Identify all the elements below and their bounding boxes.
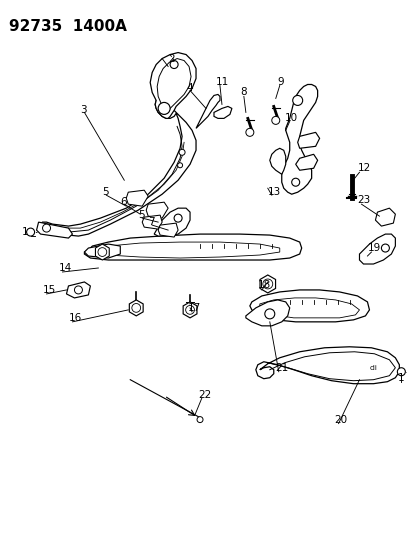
Circle shape	[98, 248, 107, 256]
Polygon shape	[245, 300, 289, 326]
Polygon shape	[154, 208, 190, 236]
Circle shape	[74, 286, 82, 294]
Text: 9: 9	[277, 77, 284, 87]
Circle shape	[174, 214, 182, 222]
Polygon shape	[36, 222, 72, 238]
Text: 20: 20	[334, 415, 347, 425]
Text: 1: 1	[396, 373, 403, 383]
Text: 16: 16	[68, 313, 81, 323]
Circle shape	[131, 303, 140, 312]
Polygon shape	[95, 244, 109, 260]
Text: 19: 19	[367, 243, 380, 253]
Text: 15: 15	[43, 285, 56, 295]
Text: 92735  1400A: 92735 1400A	[9, 19, 126, 34]
Text: 23: 23	[357, 195, 370, 205]
Polygon shape	[196, 94, 219, 128]
Circle shape	[264, 309, 274, 319]
Text: 7: 7	[148, 217, 154, 227]
Polygon shape	[214, 107, 231, 118]
Circle shape	[292, 95, 302, 106]
Text: 11: 11	[216, 77, 229, 87]
Polygon shape	[295, 154, 317, 170]
Polygon shape	[84, 244, 120, 258]
Text: 10: 10	[284, 114, 297, 123]
Polygon shape	[358, 234, 394, 264]
Polygon shape	[150, 53, 196, 118]
Polygon shape	[38, 99, 196, 236]
Circle shape	[26, 228, 35, 236]
Polygon shape	[146, 202, 168, 218]
Circle shape	[197, 417, 202, 423]
Polygon shape	[66, 282, 90, 298]
Polygon shape	[255, 347, 399, 384]
Circle shape	[262, 279, 272, 289]
Circle shape	[177, 163, 182, 168]
Polygon shape	[129, 300, 143, 316]
Text: 6: 6	[120, 197, 127, 207]
Polygon shape	[259, 298, 358, 318]
Polygon shape	[269, 148, 285, 174]
Circle shape	[396, 368, 404, 376]
Text: 22: 22	[197, 390, 211, 400]
Circle shape	[43, 224, 50, 232]
Text: cli: cli	[369, 365, 377, 371]
Circle shape	[158, 102, 170, 115]
Text: 5: 5	[102, 187, 109, 197]
Text: 8: 8	[239, 87, 246, 98]
Polygon shape	[84, 234, 301, 260]
Circle shape	[380, 244, 389, 252]
Text: 12: 12	[357, 163, 370, 173]
Polygon shape	[142, 215, 162, 229]
Text: 21: 21	[274, 363, 287, 373]
Text: 5: 5	[138, 210, 145, 220]
Circle shape	[271, 116, 279, 124]
Circle shape	[291, 178, 299, 186]
Text: 14: 14	[58, 263, 71, 273]
Polygon shape	[183, 302, 197, 318]
Polygon shape	[249, 290, 368, 322]
Polygon shape	[158, 223, 178, 237]
Circle shape	[170, 61, 178, 69]
Text: 18: 18	[257, 280, 271, 290]
Text: 2: 2	[168, 53, 174, 63]
Text: 4: 4	[185, 84, 192, 93]
Polygon shape	[126, 190, 148, 206]
Polygon shape	[281, 84, 317, 194]
Text: 13: 13	[267, 187, 280, 197]
Polygon shape	[157, 59, 190, 112]
Text: 3: 3	[80, 106, 87, 116]
Circle shape	[185, 305, 194, 314]
Text: 17: 17	[188, 303, 201, 313]
Circle shape	[245, 128, 253, 136]
Polygon shape	[375, 208, 394, 226]
Polygon shape	[96, 242, 279, 258]
Polygon shape	[259, 275, 275, 293]
Circle shape	[179, 149, 185, 155]
Text: 1: 1	[22, 227, 28, 237]
Polygon shape	[297, 132, 319, 148]
